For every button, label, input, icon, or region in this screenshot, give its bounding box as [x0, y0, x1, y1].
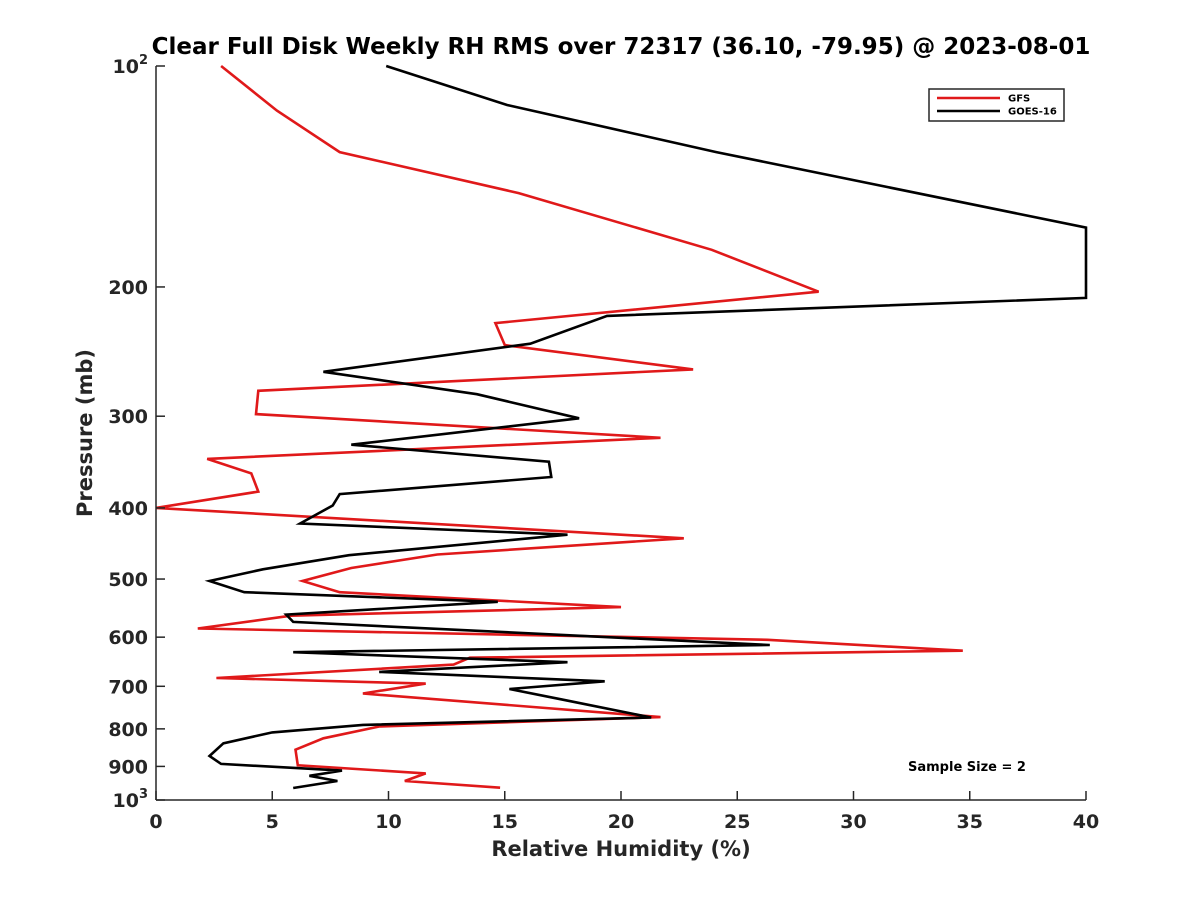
y-tick-label-base: 900: [108, 756, 148, 778]
y-tick-label: 102: [113, 53, 149, 78]
y-tick-label-base: 10: [113, 790, 139, 812]
axes-layer: 0 5 10 15 20 25 30 35 40102200300400500600700800…: [108, 53, 1099, 833]
x-tick-label: 10: [375, 811, 401, 833]
y-tick-label-base: 500: [108, 569, 148, 591]
x-tick-label: 0: [149, 811, 162, 833]
y-tick-label: 900: [108, 756, 148, 778]
legend: GFS GOES-16: [928, 88, 1065, 122]
legend-box: [928, 88, 1065, 122]
legend-label: GOES-16: [1008, 107, 1057, 118]
y-tick-label: 200: [108, 277, 148, 299]
y-tick-label-exponent: 3: [139, 787, 148, 802]
y-tick-label-base: 10: [113, 56, 139, 78]
plot-area: 0 5 10 15 20 25 30 35 40102200300400500600700800…: [108, 53, 1099, 833]
legend-label: GFS: [1008, 94, 1030, 105]
y-tick-label: 700: [108, 676, 148, 698]
x-axis-label: Relative Humidity (%): [491, 837, 750, 861]
y-tick-label-base: 600: [108, 627, 148, 649]
y-tick-label: 500: [108, 569, 148, 591]
y-tick-label: 300: [108, 406, 148, 428]
y-tick-label-base: 200: [108, 277, 148, 299]
series-line-goes-16: [204, 64, 1088, 790]
x-tick-label: 30: [840, 811, 866, 833]
x-tick-label: 5: [266, 811, 279, 833]
y-tick-label-base: 700: [108, 676, 148, 698]
x-tick-label: 35: [957, 811, 983, 833]
y-tick-label: 600: [108, 627, 148, 649]
x-tick-label: 20: [608, 811, 634, 833]
x-tick-label: 40: [1073, 811, 1099, 833]
x-tick-label: 15: [492, 811, 518, 833]
series-layer: [155, 64, 1088, 790]
y-axis-label: Pressure (mb): [73, 349, 97, 517]
y-tick-label-base: 300: [108, 406, 148, 428]
legend-entries: GFS GOES-16: [937, 94, 1057, 118]
sample-size-annotation: Sample Size = 2: [908, 760, 1026, 775]
y-tick-label: 103: [113, 787, 149, 812]
x-tick-label: 25: [724, 811, 750, 833]
chart-title: Clear Full Disk Weekly RH RMS over 72317…: [152, 34, 1091, 60]
y-tick-label-exponent: 2: [139, 53, 148, 68]
y-tick-label: 800: [108, 719, 148, 741]
y-tick-label-base: 800: [108, 719, 148, 741]
y-tick-label-base: 400: [108, 498, 148, 520]
y-tick-label: 400: [108, 498, 148, 520]
